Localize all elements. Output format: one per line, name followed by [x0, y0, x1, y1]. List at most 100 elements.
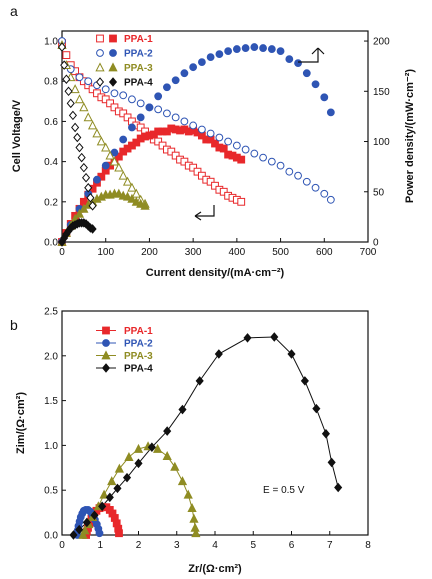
power-point-ppa-1 [237, 155, 246, 164]
legend-marker-open-a [95, 77, 105, 87]
x-tick-label-a: 0 [59, 247, 65, 258]
y-tick-label-b: 1.5 [44, 396, 58, 407]
power-point-ppa-1 [132, 138, 141, 147]
voltage-point-ppa-1 [88, 85, 97, 94]
y-tick-label-left-a: 0.6 [44, 117, 58, 128]
impedance-point-ppa-4 [122, 472, 132, 483]
x-axis-ticks-b: 0 1 2 3 4 5 6 7 8 [59, 531, 371, 551]
voltage-point-ppa-3 [96, 136, 106, 146]
power-point-ppa-2 [206, 53, 215, 62]
power-point-ppa-2 [145, 103, 154, 112]
impedance-point-ppa-3 [99, 489, 109, 499]
legend-label-a: PPA-2 [124, 49, 153, 60]
voltage-point-ppa-2 [302, 177, 311, 186]
power-point-ppa-2 [180, 69, 189, 78]
y-tick-label-right-a: 100 [373, 137, 390, 148]
voltage-point-ppa-1 [197, 171, 206, 180]
voltage-point-ppa-3 [83, 112, 93, 122]
impedance-point-ppa-4 [312, 403, 321, 414]
impedance-point-ppa-2 [95, 529, 104, 538]
impedance-point-ppa-3 [107, 476, 117, 486]
x-tick-label-b: 1 [97, 540, 103, 551]
legend-label-b: PPA-2 [124, 339, 153, 350]
impedance-point-ppa-4 [147, 442, 156, 452]
voltage-point-ppa-2 [326, 195, 335, 204]
voltage-point-ppa-2 [206, 129, 215, 138]
voltage-point-ppa-1 [189, 163, 198, 172]
impedance-point-ppa-4 [69, 530, 78, 540]
voltage-point-ppa-4 [77, 152, 86, 163]
legend-label-a: PPA-4 [124, 78, 153, 89]
y-axis-ticks-b: 0.0 0.5 1.0 1.5 2.0 2.5 [44, 307, 66, 542]
impedance-point-ppa-3 [78, 529, 88, 539]
voltage-point-ppa-2 [285, 167, 294, 176]
voltage-point-ppa-2 [241, 145, 250, 154]
x-tick-label-a: 600 [316, 247, 333, 258]
voltage-point-ppa-4 [62, 74, 71, 85]
y-tick-label-left-a: 0.0 [44, 238, 58, 249]
impedance-point-ppa-3 [124, 451, 134, 461]
y-tick-label-right-a: 150 [373, 87, 390, 98]
voltage-point-ppa-1 [237, 197, 246, 206]
voltage-point-ppa-4 [71, 122, 80, 133]
power-point-ppa-2 [294, 59, 302, 68]
power-point-ppa-2 [197, 58, 206, 67]
impedance-point-ppa-3 [189, 513, 199, 523]
x-tick-label-b: 3 [174, 540, 180, 551]
impedance-point-ppa-4 [300, 376, 309, 386]
voltage-point-ppa-1 [171, 151, 180, 160]
voltage-point-ppa-4 [73, 132, 82, 143]
voltage-point-ppa-3 [87, 120, 98, 130]
series-lines-b [73, 336, 339, 536]
power-point-ppa-2 [154, 92, 163, 101]
voltage-point-ppa-4 [81, 172, 91, 183]
voltage-point-ppa-3 [105, 150, 115, 160]
impedance-point-ppa-4 [243, 333, 252, 343]
impedance-point-ppa-3 [187, 503, 197, 513]
series-marks-b [69, 332, 343, 540]
plot-frame-a [61, 30, 369, 243]
x-axis-title-b: Zr/(Ω·cm²) [188, 563, 242, 575]
impedance-point-ppa-4 [113, 483, 122, 494]
voltage-point-ppa-1 [62, 51, 71, 60]
x-tick-label-a: 400 [229, 247, 246, 258]
power-point-ppa-2 [171, 76, 180, 85]
voltage-point-ppa-2 [294, 171, 302, 180]
voltage-point-ppa-1 [211, 181, 219, 190]
voltage-point-ppa-2 [224, 137, 233, 146]
voltage-point-ppa-2 [128, 95, 136, 104]
impedance-point-ppa-4 [105, 492, 114, 503]
legend-marker-open-a [95, 62, 105, 72]
panel-label-a: a [10, 3, 18, 19]
power-point-ppa-2 [224, 47, 233, 55]
x-tick-label-a: 300 [185, 247, 202, 258]
x-tick-label-b: 2 [136, 540, 142, 551]
voltage-point-ppa-1 [136, 123, 145, 132]
impedance-point-ppa-4 [178, 404, 187, 415]
impedance-point-ppa-3 [191, 528, 201, 538]
voltage-point-ppa-1 [154, 137, 163, 146]
impedance-point-ppa-4 [270, 332, 279, 342]
legend-marker-filled-a [108, 62, 118, 72]
power-point-ppa-2 [302, 69, 311, 78]
y-tick-label-left-a: 0.8 [44, 77, 58, 88]
voltage-point-ppa-2 [215, 133, 224, 142]
impedance-point-ppa-3 [153, 443, 163, 453]
voltage-point-ppa-2 [197, 125, 206, 134]
voltage-point-ppa-2 [110, 89, 119, 98]
power-point-ppa-3 [122, 191, 133, 201]
x-tick-label-b: 6 [289, 540, 295, 551]
power-point-ppa-3 [74, 208, 85, 218]
power-point-ppa-2 [163, 83, 171, 92]
power-point-ppa-3 [140, 200, 150, 210]
power-point-ppa-3 [114, 188, 124, 198]
power-point-ppa-2 [136, 113, 145, 122]
legend-marker-open-a [96, 34, 104, 43]
voltage-point-ppa-3 [109, 156, 120, 166]
power-point-ppa-2 [259, 44, 267, 52]
voltage-point-ppa-1 [206, 177, 215, 186]
y-tick-label-b: 0.0 [44, 531, 58, 542]
legend-marker-b [101, 350, 111, 360]
legend-marker-b [101, 363, 111, 373]
